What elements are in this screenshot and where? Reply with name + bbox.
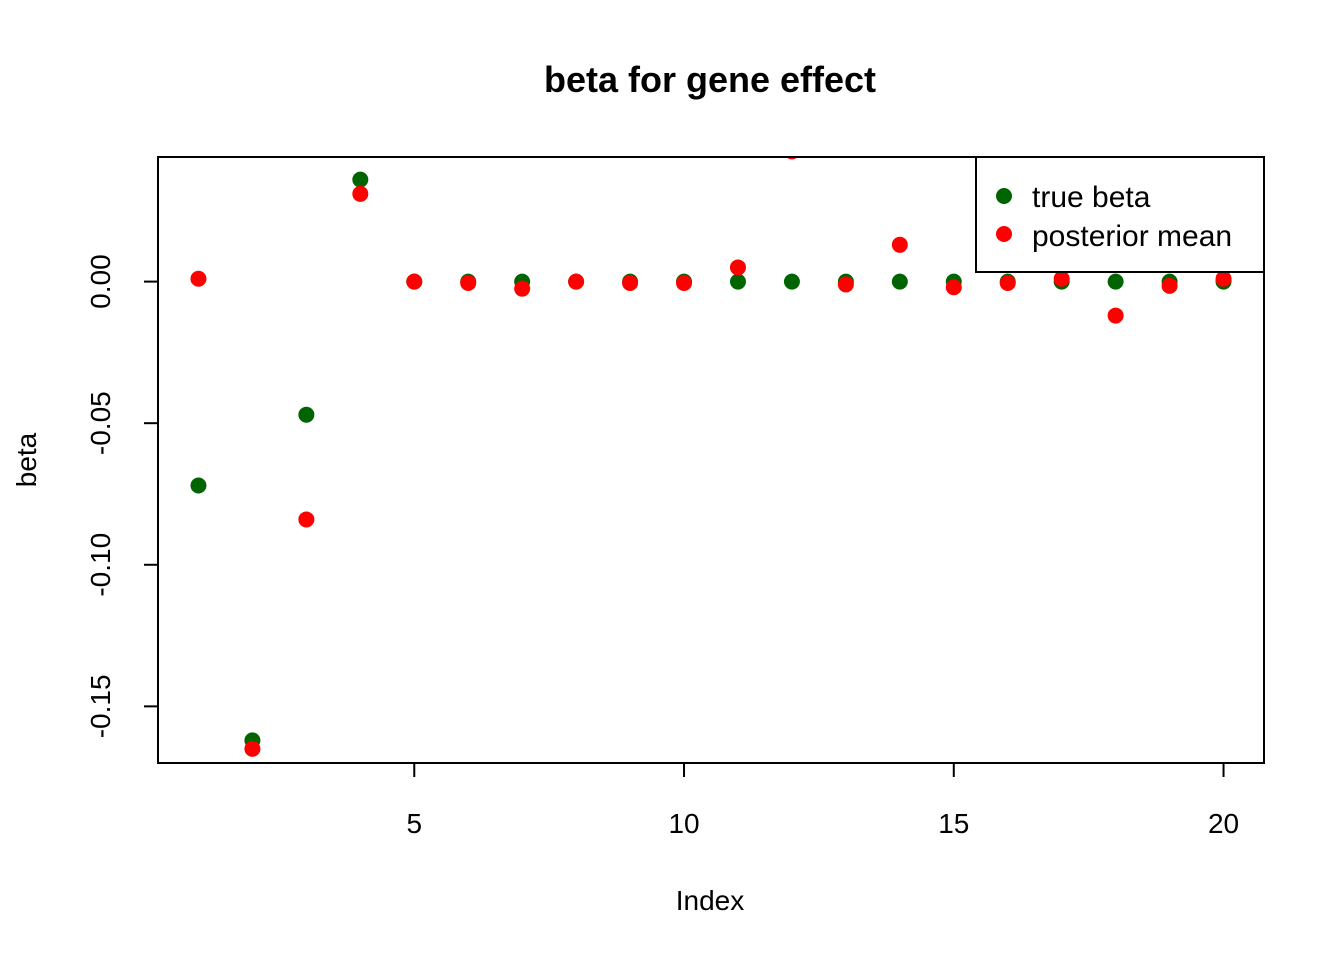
x-axis-label: Index <box>676 885 745 916</box>
data-points <box>190 157 1232 757</box>
point-true-beta-18 <box>1107 273 1124 290</box>
point-posterior-mean-4 <box>352 185 369 202</box>
point-posterior-mean-7 <box>514 280 531 297</box>
legend-box <box>975 156 1265 273</box>
point-posterior-mean-8 <box>568 273 585 290</box>
point-true-beta-1 <box>190 477 207 494</box>
x-axis: 5 10 15 20 <box>406 763 1239 839</box>
y-axis-label: beta <box>11 432 42 487</box>
point-posterior-mean-2 <box>244 740 261 757</box>
point-posterior-mean-13 <box>837 276 854 293</box>
x-tick-label-20: 20 <box>1208 808 1239 839</box>
point-posterior-mean-6 <box>460 275 477 292</box>
point-posterior-mean-19 <box>1161 277 1178 294</box>
point-posterior-mean-16 <box>999 275 1016 292</box>
point-posterior-mean-5 <box>406 273 423 290</box>
point-posterior-mean-15 <box>945 279 962 296</box>
point-true-beta-14 <box>891 273 908 290</box>
x-tick-label-15: 15 <box>938 808 969 839</box>
point-posterior-mean-18 <box>1107 307 1124 324</box>
y-tick-label-3: 0.00 <box>85 254 116 309</box>
y-tick-label-0: -0.15 <box>85 674 116 738</box>
y-tick-label-1: -0.10 <box>85 533 116 597</box>
legend-marker-posterior-mean <box>996 226 1012 242</box>
point-posterior-mean-10 <box>676 275 693 292</box>
point-true-beta-11 <box>729 273 746 290</box>
x-tick-label-5: 5 <box>406 808 422 839</box>
point-posterior-mean-11 <box>729 259 746 276</box>
point-true-beta-3 <box>298 406 315 423</box>
point-posterior-mean-14 <box>891 236 908 253</box>
point-posterior-mean-17 <box>1053 270 1070 287</box>
y-tick-label-2: -0.05 <box>85 391 116 455</box>
point-posterior-mean-3 <box>298 511 315 528</box>
plot-frame <box>157 156 1265 764</box>
legend-marker-true-beta <box>996 188 1012 204</box>
legend-label-true-beta: true beta <box>1032 181 1151 214</box>
point-posterior-mean-9 <box>622 275 639 292</box>
chart-title: beta for gene effect <box>544 59 876 100</box>
y-axis: -0.15 -0.10 -0.05 0.00 <box>85 254 158 738</box>
legend-label-posterior-mean: posterior mean <box>1032 220 1232 253</box>
point-true-beta-4 <box>352 171 369 188</box>
legend: true beta posterior mean <box>975 156 1265 273</box>
x-tick-label-10: 10 <box>668 808 699 839</box>
point-posterior-mean-20 <box>1215 270 1232 287</box>
point-true-beta-12 <box>783 273 800 290</box>
point-posterior-mean-1 <box>190 270 207 287</box>
